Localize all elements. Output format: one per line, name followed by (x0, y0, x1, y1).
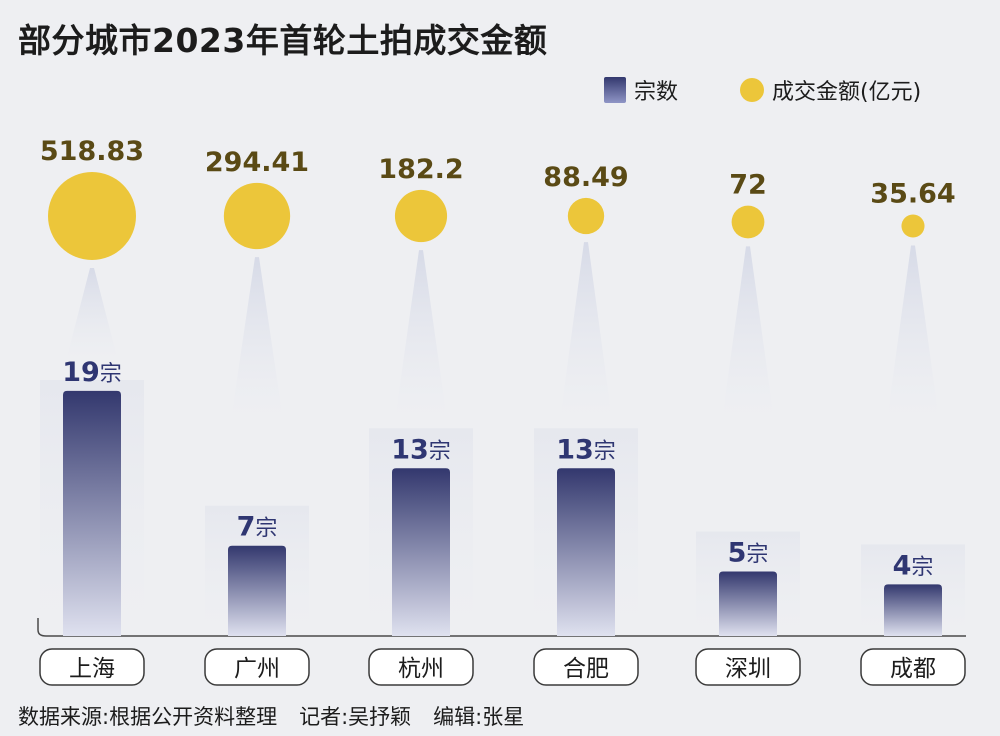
legend-count-label: 宗数 (634, 80, 679, 105)
light-beam (231, 257, 283, 420)
count-label-2: 7宗 (237, 512, 278, 543)
category-pill (368, 648, 474, 686)
amount-bubble-1 (48, 172, 136, 260)
legend-amount-label: 成交金额(亿元) (772, 80, 922, 105)
category-pill (204, 648, 310, 686)
amount-bubble-3 (394, 189, 448, 243)
bar-1 (63, 390, 121, 636)
light-beam (66, 268, 118, 361)
chart-title: 部分城市2023年首轮土拍成交金额 (18, 21, 548, 60)
count-label-6: 4宗 (893, 550, 934, 581)
legend-bar-swatch (604, 77, 626, 103)
category-pill (695, 648, 801, 686)
legend-bubble-swatch (740, 78, 764, 102)
reporter-note: 记者:吴抒颖 (299, 705, 412, 729)
bar-4 (557, 468, 615, 636)
bar-2 (228, 545, 286, 636)
source-note: 数据来源:根据公开资料整理 (18, 705, 278, 729)
count-label-1: 19宗 (62, 357, 122, 388)
light-beam (560, 242, 612, 420)
light-beam (722, 246, 774, 420)
amount-label-1: 518.83 (40, 136, 144, 167)
category-label-5: 深圳 (725, 656, 771, 682)
legend-item-count: 宗数 (604, 74, 678, 106)
category-label-6: 成都 (890, 656, 936, 682)
bar-6 (884, 584, 942, 636)
amount-bubble-4 (567, 197, 605, 235)
light-beam (887, 245, 939, 420)
amount-label-5: 72 (729, 170, 767, 201)
category-label-4: 合肥 (563, 656, 609, 682)
category-pill (533, 648, 639, 686)
amount-bubble-6 (901, 214, 925, 238)
category-label-3: 杭州 (398, 656, 444, 682)
light-beam (395, 250, 447, 420)
category-label-2: 广州 (234, 656, 280, 682)
amount-label-3: 182.2 (378, 154, 463, 185)
footer: 数据来源:根据公开资料整理 记者:吴抒颖 编辑:张星 (18, 701, 546, 731)
category-label-1: 上海 (69, 656, 115, 682)
bar-5 (719, 571, 777, 636)
amount-label-2: 294.41 (205, 147, 309, 178)
x-axis-line (37, 618, 966, 637)
editor-note: 编辑:张星 (433, 705, 525, 729)
amount-label-4: 88.49 (543, 162, 628, 193)
legend-item-amount: 成交金额(亿元) (740, 74, 921, 106)
amount-bubble-5 (731, 205, 765, 239)
category-pill (860, 648, 966, 686)
category-pill (39, 648, 145, 686)
amount-label-6: 35.64 (870, 178, 955, 209)
count-label-3: 13宗 (391, 434, 451, 465)
bar-3 (392, 468, 450, 636)
count-label-5: 5宗 (728, 538, 769, 569)
amount-bubble-2 (223, 182, 291, 250)
count-label-4: 13宗 (556, 434, 616, 465)
